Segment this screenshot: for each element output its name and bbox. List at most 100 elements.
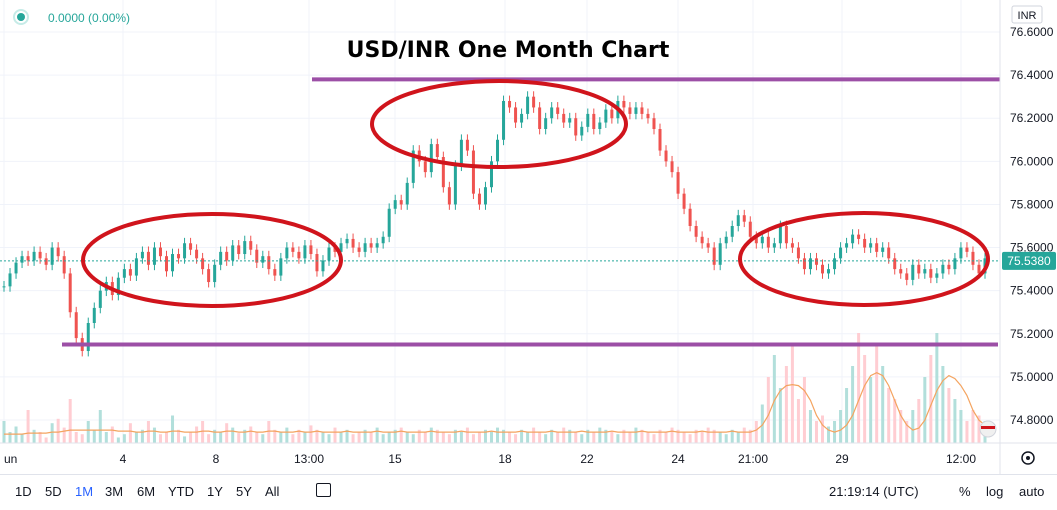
volume-bar [393,429,397,443]
timeframe-all-button[interactable]: All [265,484,280,499]
volume-bar [514,434,518,443]
volume-bar [333,427,337,443]
volume-bar [195,426,199,443]
candles [2,91,987,357]
volume-bar [574,432,578,443]
candle-body [285,247,289,259]
timeframe-1d-button[interactable]: 1D [15,484,32,499]
log-toggle[interactable]: log [986,484,1004,499]
percent-toggle[interactable]: % [959,484,971,499]
status-ring-icon [13,9,29,25]
timeframe-1y-button[interactable]: 1Y [207,484,223,499]
candle-body [742,215,746,222]
clock-text[interactable]: 21:19:14 (UTC) [829,484,919,499]
candle-body [712,247,716,265]
timeframe-5d-button[interactable]: 5D [45,484,62,499]
candle-body [917,264,921,274]
candle-body [363,243,367,252]
volume-bar [399,427,403,443]
volume-bar [375,427,379,443]
candle-body [953,258,957,270]
candle-body [369,243,373,248]
volume-bar [146,421,150,443]
volume-bar [363,429,367,443]
candle-body [857,234,861,239]
candle-body [429,144,433,173]
candle-body [2,286,6,288]
candle-body [796,247,800,259]
candle-body [261,256,265,263]
volume-bar [32,429,36,443]
price-tick-label: 75.4000 [1010,284,1054,298]
timeframe-5y-button[interactable]: 5Y [236,484,252,499]
candle-body [899,269,903,274]
price-axis[interactable]: 76.6000 76.4000 76.2000 76.0000 75.8000 75.60… [1010,25,1054,427]
chart-title: USD/INR One Month Chart [347,38,670,63]
volume-bar [357,432,361,443]
timeframe-6m-button[interactable]: 6M [137,484,156,499]
candle-body [213,264,217,283]
volume-bar [622,429,626,443]
volume-bar [339,432,343,443]
price-tick-label: 76.0000 [1010,154,1054,168]
candle-body [140,251,144,259]
volume-bar [851,366,855,443]
candle-body [164,256,168,272]
candle-body [243,241,247,255]
candle-body [784,226,788,244]
candle-body [128,269,132,276]
timeframe-ytd-button[interactable]: YTD [168,484,194,499]
volume-bar [742,427,746,443]
candle-body [851,234,855,244]
candle-body [411,150,415,183]
candle-body [833,258,837,270]
auto-toggle[interactable]: auto [1019,484,1045,499]
candle-body [821,264,825,274]
volume-bar [177,429,181,443]
volume-bar [321,432,325,443]
candle-body [219,251,223,265]
settings-gear-icon[interactable] [1021,451,1035,465]
volume-bar [821,415,825,443]
volume-bar [935,333,939,443]
candle-body [965,247,969,252]
candle-body [622,100,626,108]
volume-bar [237,433,241,443]
timeframe-1m-button[interactable]: 1M [75,484,94,499]
candle-body [700,236,704,244]
candle-body [50,247,54,265]
volume-bar [489,432,493,443]
candle-body [664,150,668,162]
volume-bar [520,429,524,443]
volume-bar [869,377,873,443]
candle-body [634,107,638,114]
candle-body [658,129,662,151]
volume-bar [213,429,217,443]
volume-bar [598,427,602,443]
candle-body [44,258,48,265]
time-tick-label: 18 [498,452,512,466]
timeframe-3m-button[interactable]: 3M [105,484,124,499]
volume-bar [658,429,662,443]
date-range-icon[interactable] [316,483,331,497]
candle-body [520,113,524,123]
currency-badge[interactable] [1011,5,1043,24]
flag-stripe-icon [981,426,995,429]
candle-body [62,256,66,274]
volume-bar [706,427,710,443]
time-axis[interactable]: un 4 8 13:00 15 18 22 24 21:00 29 12:00 [4,452,976,466]
volume-bar [369,432,373,443]
volume-bar [863,355,867,443]
candle-body [399,200,403,205]
candle-body [766,236,770,248]
candle-body [327,247,331,261]
volume-bar [977,415,981,443]
candle-body [20,256,24,263]
volume-bar [459,432,463,443]
candle-body [676,172,680,194]
candle-body [736,215,740,226]
volume-bar [164,432,168,443]
candle-body [405,182,409,205]
time-tick-label: 4 [120,452,127,466]
